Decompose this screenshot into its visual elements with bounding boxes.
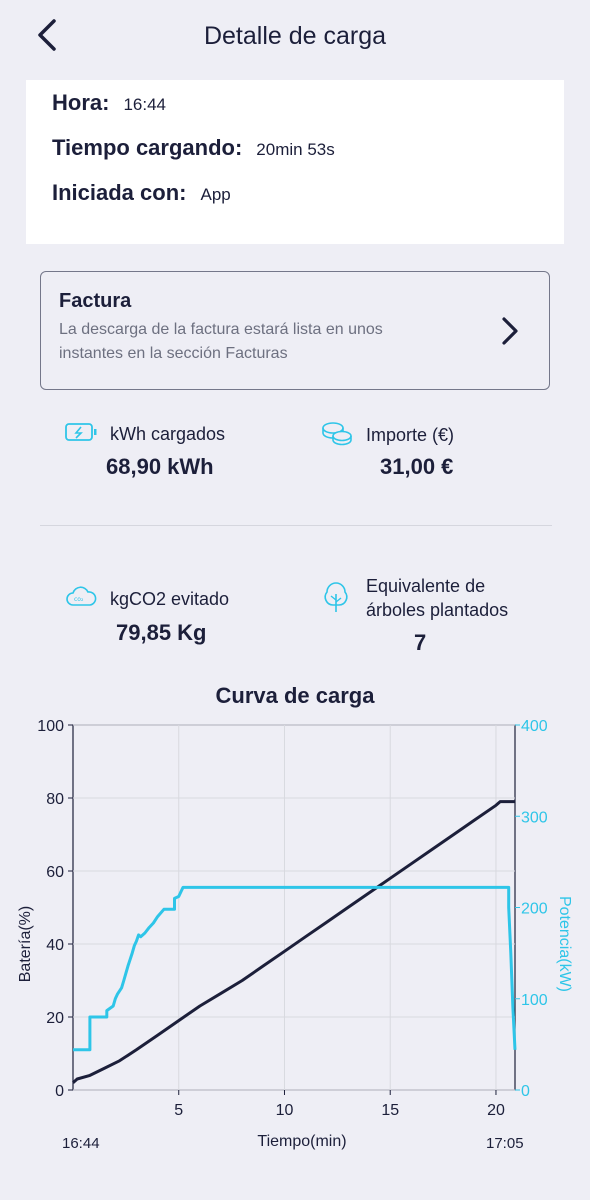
- factura-title: Factura: [59, 290, 132, 312]
- kwh-value: 68,90 kWh: [106, 454, 214, 479]
- y-left-tick-label: 80: [46, 791, 64, 808]
- y-right-tick-label: 0: [521, 1083, 530, 1100]
- page-title: Detalle de carga: [203, 22, 387, 50]
- time-start: 16:44: [62, 1135, 100, 1152]
- chevron-right-icon: [501, 316, 519, 351]
- factura-card[interactable]: Factura La descarga de la factura estará…: [40, 271, 550, 390]
- iniciada-value: App: [200, 185, 231, 204]
- back-button[interactable]: [30, 18, 64, 56]
- tiempo-value: 20min 53s: [256, 140, 335, 159]
- hora-row: Hora: 16:44: [52, 90, 166, 116]
- y-left-tick-label: 100: [37, 718, 64, 735]
- svg-text:co₂: co₂: [74, 596, 84, 603]
- time-end: 17:05: [486, 1135, 524, 1152]
- y-right-tick-label: 300: [521, 809, 548, 826]
- tiempo-label: Tiempo cargando:: [52, 135, 243, 160]
- factura-description: La descarga de la factura estará lista e…: [59, 321, 383, 362]
- x-tick-label: 10: [276, 1102, 294, 1119]
- importe-label: Importe (€): [366, 425, 455, 445]
- co2-label: kgCO2 evitado: [110, 589, 230, 609]
- iniciada-label: Iniciada con:: [52, 180, 187, 205]
- plot-frame: [72, 724, 516, 1091]
- chart-series: [72, 800, 517, 1084]
- arboles-label: Equivalente de árboles plantados: [366, 576, 509, 620]
- chart-grid: [72, 724, 516, 1091]
- arboles-value: 7: [414, 630, 427, 655]
- chart-title: Curva de carga: [215, 683, 375, 708]
- stat-co2: co₂ kgCO2 evitado 79,85 Kg: [64, 584, 284, 654]
- y-left-tick-label: 60: [46, 864, 64, 881]
- chevron-left-icon: [36, 18, 58, 57]
- y-left-tick-label: 40: [46, 937, 64, 954]
- charge-info-card: Hora: 16:44 Tiempo cargando: 20min 53s I…: [26, 80, 564, 244]
- app-header: Detalle de carga: [0, 0, 590, 75]
- stats-divider: [40, 525, 552, 526]
- x-tick-label: 5: [174, 1102, 183, 1119]
- y-axis-right-label: Potencia(kW): [556, 896, 573, 992]
- tree-icon: [320, 580, 352, 619]
- co2-cloud-icon: co₂: [64, 584, 98, 615]
- y-left-tick-label: 0: [55, 1083, 64, 1100]
- y-right-tick-label: 200: [521, 901, 548, 918]
- y-right-tick-label: 400: [521, 718, 548, 735]
- stat-arboles: Equivalente de árboles plantados 7: [320, 574, 550, 664]
- hora-value: 16:44: [123, 95, 166, 114]
- importe-value: 31,00 €: [380, 454, 454, 479]
- tiempo-row: Tiempo cargando: 20min 53s: [52, 135, 335, 161]
- iniciada-row: Iniciada con: App: [52, 180, 231, 206]
- hora-label: Hora:: [52, 90, 110, 115]
- stat-importe: Importe (€) 31,00 €: [320, 420, 540, 490]
- kwh-label: kWh cargados: [110, 424, 226, 444]
- y-right-tick-label: 100: [521, 992, 548, 1009]
- x-tick-label: 20: [487, 1102, 505, 1119]
- x-axis-label: Tiempo(min): [257, 1133, 346, 1150]
- y-left-tick-label: 20: [46, 1010, 64, 1027]
- y-axis-left-label: Batería(%): [17, 906, 34, 982]
- coins-icon: [320, 420, 354, 451]
- stat-kwh: kWh cargados 68,90 kWh: [64, 420, 284, 490]
- power-series-line: [73, 885, 517, 1052]
- battery-charging-icon: [64, 420, 98, 449]
- x-tick-label: 15: [381, 1102, 399, 1119]
- co2-value: 79,85 Kg: [116, 620, 207, 645]
- battery-series-line: [72, 800, 515, 1084]
